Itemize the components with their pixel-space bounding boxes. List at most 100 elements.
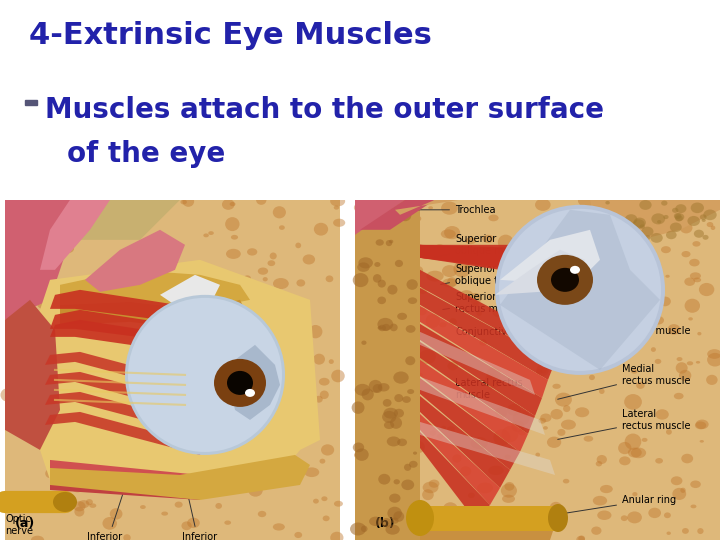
Polygon shape bbox=[420, 245, 540, 267]
Ellipse shape bbox=[385, 524, 400, 535]
Ellipse shape bbox=[354, 450, 369, 460]
Ellipse shape bbox=[631, 448, 646, 458]
Text: Inferior
rectus
muscle: Inferior rectus muscle bbox=[87, 475, 129, 540]
Ellipse shape bbox=[480, 339, 487, 346]
Ellipse shape bbox=[395, 394, 403, 402]
Polygon shape bbox=[500, 230, 600, 285]
Polygon shape bbox=[495, 250, 585, 295]
Ellipse shape bbox=[108, 341, 122, 353]
Ellipse shape bbox=[395, 433, 400, 436]
Polygon shape bbox=[355, 200, 720, 540]
Ellipse shape bbox=[223, 332, 239, 342]
Ellipse shape bbox=[86, 225, 92, 230]
Ellipse shape bbox=[305, 467, 319, 477]
Ellipse shape bbox=[537, 255, 593, 305]
Ellipse shape bbox=[197, 308, 204, 313]
Ellipse shape bbox=[355, 384, 370, 396]
Ellipse shape bbox=[523, 328, 539, 342]
Ellipse shape bbox=[181, 522, 192, 530]
Ellipse shape bbox=[362, 221, 371, 228]
Ellipse shape bbox=[42, 368, 58, 380]
Ellipse shape bbox=[385, 285, 393, 292]
Ellipse shape bbox=[706, 222, 714, 227]
Text: Optic
nerve: Optic nerve bbox=[5, 504, 48, 536]
Ellipse shape bbox=[540, 414, 552, 422]
Ellipse shape bbox=[510, 243, 524, 256]
Ellipse shape bbox=[693, 241, 701, 247]
Ellipse shape bbox=[695, 421, 706, 429]
Text: Muscles attach to the outer surface: Muscles attach to the outer surface bbox=[45, 96, 604, 124]
Ellipse shape bbox=[411, 436, 416, 440]
Polygon shape bbox=[420, 422, 555, 475]
Ellipse shape bbox=[638, 251, 644, 255]
Ellipse shape bbox=[671, 476, 683, 485]
Ellipse shape bbox=[711, 226, 715, 230]
Ellipse shape bbox=[248, 482, 253, 486]
Ellipse shape bbox=[489, 295, 492, 299]
Ellipse shape bbox=[257, 390, 269, 400]
Ellipse shape bbox=[666, 200, 670, 204]
Ellipse shape bbox=[396, 247, 402, 252]
Ellipse shape bbox=[209, 301, 222, 313]
Polygon shape bbox=[50, 460, 200, 495]
Ellipse shape bbox=[76, 291, 84, 298]
Polygon shape bbox=[420, 360, 528, 452]
Ellipse shape bbox=[441, 201, 458, 215]
Ellipse shape bbox=[259, 347, 271, 355]
Ellipse shape bbox=[601, 285, 610, 292]
Ellipse shape bbox=[187, 518, 200, 528]
Ellipse shape bbox=[62, 478, 77, 488]
Ellipse shape bbox=[378, 280, 386, 288]
Ellipse shape bbox=[302, 254, 315, 265]
Ellipse shape bbox=[417, 307, 427, 315]
Ellipse shape bbox=[1, 388, 15, 402]
Ellipse shape bbox=[207, 299, 212, 302]
Ellipse shape bbox=[618, 242, 626, 248]
Ellipse shape bbox=[232, 390, 245, 400]
Ellipse shape bbox=[447, 277, 456, 287]
Ellipse shape bbox=[199, 304, 214, 318]
Ellipse shape bbox=[452, 454, 462, 463]
Ellipse shape bbox=[690, 481, 701, 488]
Ellipse shape bbox=[245, 470, 250, 474]
Ellipse shape bbox=[139, 290, 145, 297]
Ellipse shape bbox=[595, 461, 602, 467]
Polygon shape bbox=[60, 300, 250, 330]
Polygon shape bbox=[420, 306, 548, 398]
Ellipse shape bbox=[356, 240, 364, 247]
Ellipse shape bbox=[382, 310, 390, 317]
Ellipse shape bbox=[642, 227, 654, 237]
Ellipse shape bbox=[27, 397, 42, 409]
Ellipse shape bbox=[537, 276, 541, 279]
Ellipse shape bbox=[141, 255, 150, 262]
Ellipse shape bbox=[707, 353, 720, 367]
Ellipse shape bbox=[364, 303, 377, 315]
Ellipse shape bbox=[426, 271, 444, 281]
Ellipse shape bbox=[505, 454, 511, 460]
Ellipse shape bbox=[407, 279, 418, 290]
Ellipse shape bbox=[365, 377, 372, 383]
Ellipse shape bbox=[208, 231, 214, 235]
Ellipse shape bbox=[14, 379, 25, 386]
Ellipse shape bbox=[505, 482, 514, 491]
Ellipse shape bbox=[404, 464, 411, 471]
Ellipse shape bbox=[539, 418, 546, 423]
Ellipse shape bbox=[22, 427, 27, 433]
Ellipse shape bbox=[284, 310, 294, 320]
Text: (a): (a) bbox=[15, 517, 35, 530]
Ellipse shape bbox=[364, 241, 381, 254]
Ellipse shape bbox=[235, 399, 246, 409]
Polygon shape bbox=[420, 378, 520, 470]
Ellipse shape bbox=[696, 420, 708, 429]
Ellipse shape bbox=[98, 210, 110, 219]
Ellipse shape bbox=[442, 265, 457, 277]
Ellipse shape bbox=[684, 278, 695, 286]
Ellipse shape bbox=[14, 267, 20, 271]
Ellipse shape bbox=[268, 334, 279, 345]
Ellipse shape bbox=[276, 377, 288, 386]
Ellipse shape bbox=[655, 205, 667, 212]
Ellipse shape bbox=[353, 273, 369, 287]
Ellipse shape bbox=[319, 378, 330, 386]
Ellipse shape bbox=[702, 219, 706, 222]
Ellipse shape bbox=[226, 249, 240, 259]
